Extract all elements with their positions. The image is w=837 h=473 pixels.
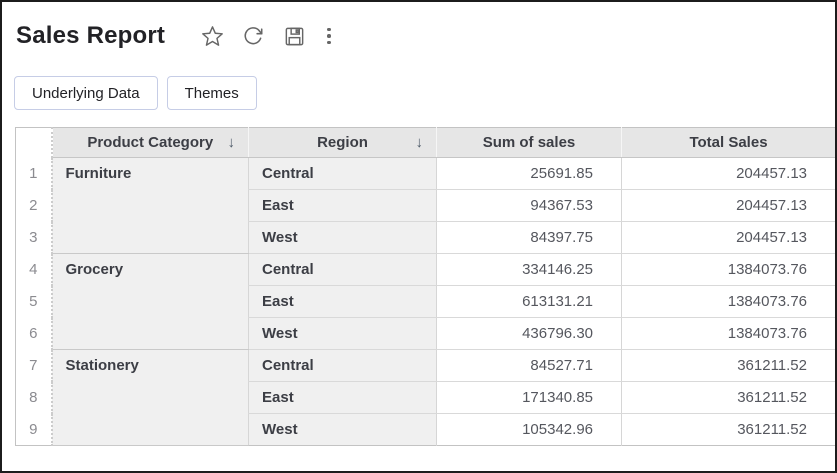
table-container: Product Category ↓ Region ↓ Sum of sales… (2, 110, 835, 446)
region-cell: West (248, 413, 437, 446)
table-row: 5 East 613131.21 1384073.76 (15, 285, 835, 318)
category-cell: Stationery (51, 349, 249, 446)
sum-of-sales-cell: 436796.30 (436, 317, 622, 350)
table-row: 9 West 105342.96 361211.52 (15, 413, 835, 446)
region-cell: West (248, 221, 437, 254)
column-header-label: Product Category (87, 134, 214, 151)
region-cell: Central (248, 349, 437, 382)
column-header-product-category[interactable]: Product Category ↓ (51, 127, 249, 158)
row-number: 5 (15, 285, 53, 318)
category-cell: Grocery (51, 253, 249, 350)
favorite-star-icon[interactable] (199, 23, 225, 49)
row-number: 2 (15, 189, 53, 222)
row-number: 8 (15, 381, 53, 414)
column-header-sum-of-sales[interactable]: Sum of sales (436, 127, 622, 158)
table-row: 8 East 171340.85 361211.52 (15, 381, 835, 414)
total-sales-cell: 204457.13 (621, 157, 835, 190)
column-header-total-sales[interactable]: Total Sales (621, 127, 835, 158)
row-number: 1 (15, 157, 53, 190)
table-row: 4 Grocery Central 334146.25 1384073.76 (15, 253, 835, 350)
total-sales-cell: 1384073.76 (621, 285, 835, 318)
more-options-icon[interactable] (322, 23, 336, 49)
row-number: 6 (15, 317, 53, 350)
sum-of-sales-cell: 84527.71 (436, 349, 622, 382)
table-header-row: Product Category ↓ Region ↓ Sum of sales… (15, 127, 835, 158)
page-title: Sales Report (16, 22, 166, 49)
table-row: 2 East 94367.53 204457.13 (15, 189, 835, 222)
sum-of-sales-cell: 25691.85 (436, 157, 622, 190)
save-icon[interactable] (281, 23, 307, 49)
report-header: Sales Report (2, 2, 835, 54)
sum-of-sales-cell: 171340.85 (436, 381, 622, 414)
sum-of-sales-cell: 613131.21 (436, 285, 622, 318)
column-header-label: Sum of sales (482, 134, 576, 151)
total-sales-cell: 361211.52 (621, 413, 835, 446)
total-sales-cell: 361211.52 (621, 381, 835, 414)
total-sales-cell: 204457.13 (621, 189, 835, 222)
region-cell: East (248, 285, 437, 318)
themes-button[interactable]: Themes (166, 76, 257, 110)
row-number: 9 (15, 413, 53, 446)
sort-descending-icon[interactable]: ↓ (227, 133, 236, 151)
total-sales-cell: 361211.52 (621, 349, 835, 382)
region-cell: West (248, 317, 437, 350)
row-number: 4 (15, 253, 53, 286)
table-row: 7 Stationery Central 84527.71 361211.52 (15, 349, 835, 446)
sales-report-table: Product Category ↓ Region ↓ Sum of sales… (15, 127, 835, 446)
column-header-label: Region (317, 134, 368, 151)
toolbar: Underlying Data Themes (2, 54, 835, 110)
row-number: 7 (15, 349, 53, 382)
sum-of-sales-cell: 334146.25 (436, 253, 622, 286)
total-sales-cell: 204457.13 (621, 221, 835, 254)
header-icon-group (199, 23, 336, 49)
column-header-region[interactable]: Region ↓ (248, 127, 437, 158)
table-row: 3 West 84397.75 204457.13 (15, 221, 835, 254)
row-number-header (15, 127, 53, 158)
total-sales-cell: 1384073.76 (621, 317, 835, 350)
underlying-data-button[interactable]: Underlying Data (14, 76, 158, 110)
category-cell: Furniture (51, 157, 249, 254)
sort-descending-icon[interactable]: ↓ (415, 133, 424, 151)
sum-of-sales-cell: 94367.53 (436, 189, 622, 222)
region-cell: East (248, 381, 437, 414)
table-row: 6 West 436796.30 1384073.76 (15, 317, 835, 350)
total-sales-cell: 1384073.76 (621, 253, 835, 286)
row-number: 3 (15, 221, 53, 254)
sum-of-sales-cell: 105342.96 (436, 413, 622, 446)
table-row: 1 Furniture Central 25691.85 204457.13 (15, 157, 835, 254)
column-header-label: Total Sales (689, 134, 768, 151)
refresh-icon[interactable] (240, 23, 266, 49)
region-cell: Central (248, 157, 437, 190)
region-cell: East (248, 189, 437, 222)
sum-of-sales-cell: 84397.75 (436, 221, 622, 254)
region-cell: Central (248, 253, 437, 286)
